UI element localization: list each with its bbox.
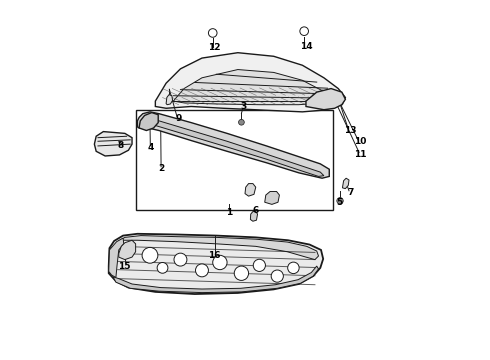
Text: 15: 15 (118, 262, 130, 271)
Circle shape (213, 255, 227, 270)
Circle shape (300, 27, 309, 36)
Text: 7: 7 (347, 188, 353, 197)
Text: 8: 8 (118, 141, 123, 150)
Polygon shape (109, 234, 323, 294)
Bar (136, 110, 333, 211)
Text: 3: 3 (241, 102, 246, 111)
Text: 16: 16 (208, 251, 221, 260)
Text: 2: 2 (158, 165, 164, 174)
Text: 9: 9 (175, 114, 182, 123)
Polygon shape (119, 240, 136, 260)
Polygon shape (245, 184, 256, 196)
Polygon shape (137, 112, 329, 178)
Polygon shape (265, 192, 279, 204)
Circle shape (271, 270, 283, 282)
Circle shape (174, 253, 187, 266)
Polygon shape (95, 132, 132, 156)
Circle shape (337, 198, 343, 204)
Circle shape (208, 29, 217, 37)
Polygon shape (109, 238, 124, 278)
Polygon shape (166, 95, 172, 105)
Circle shape (142, 247, 158, 263)
Polygon shape (145, 118, 324, 176)
Circle shape (239, 120, 245, 125)
Polygon shape (250, 212, 258, 221)
Text: 11: 11 (354, 150, 367, 159)
Text: 12: 12 (208, 43, 221, 52)
Text: 6: 6 (253, 206, 259, 215)
Polygon shape (155, 53, 345, 112)
Polygon shape (173, 69, 331, 105)
Circle shape (253, 259, 266, 271)
Polygon shape (113, 266, 319, 293)
Circle shape (234, 266, 248, 280)
Circle shape (157, 262, 168, 273)
Polygon shape (119, 235, 318, 260)
Text: 4: 4 (147, 143, 153, 152)
Polygon shape (343, 178, 349, 189)
Polygon shape (139, 113, 158, 131)
Text: 13: 13 (344, 126, 356, 135)
Text: 14: 14 (300, 42, 312, 51)
Text: 1: 1 (226, 208, 232, 217)
Polygon shape (306, 89, 345, 110)
Text: 5: 5 (336, 198, 342, 207)
Circle shape (196, 264, 208, 277)
Circle shape (288, 262, 299, 274)
Text: 10: 10 (354, 137, 367, 146)
